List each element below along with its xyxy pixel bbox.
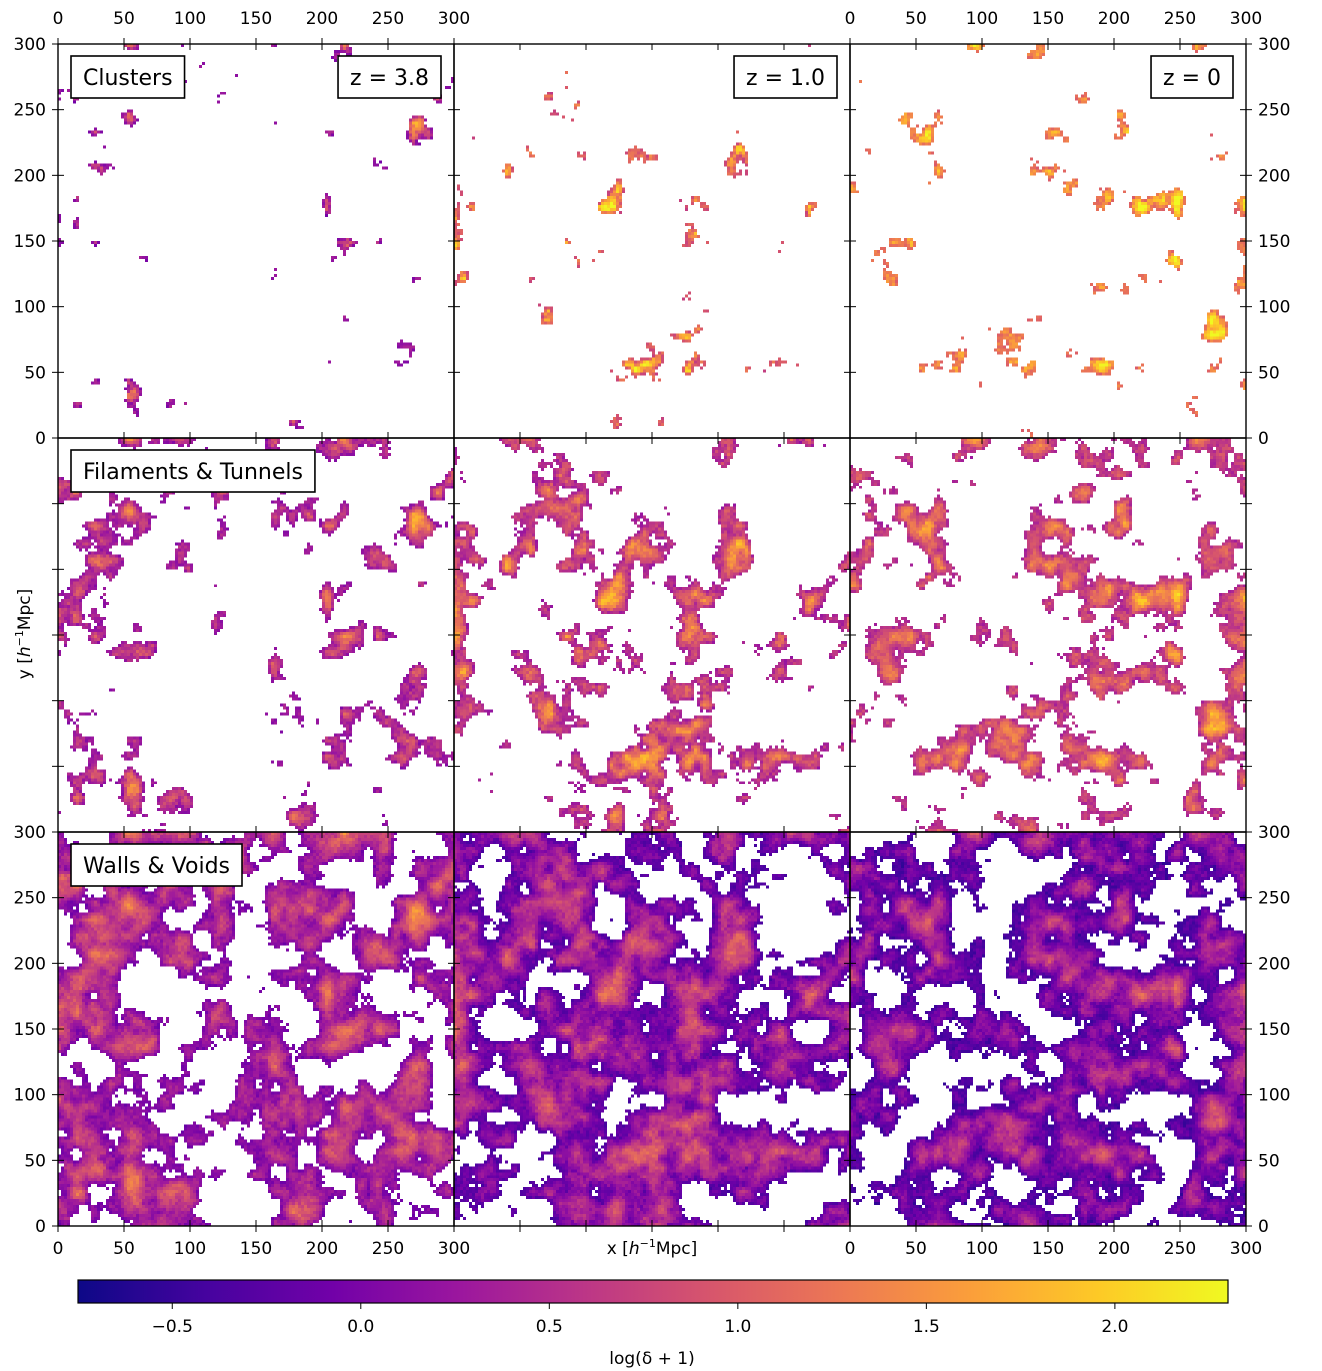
x-tick-label: 50 [905, 9, 927, 29]
colorbar: −0.5 0.0 0.5 1.0 1.5 2.0 [77, 1279, 1229, 1337]
y-tick-label: 300 [14, 823, 46, 843]
y-tick-label: 50 [24, 363, 46, 383]
redshift-label-3-box [1150, 55, 1234, 99]
y-tick-label: 100 [1258, 298, 1290, 318]
y-tick-label: 250 [14, 889, 46, 909]
y-tick-label: 200 [14, 166, 46, 186]
y-tick-label: 250 [1258, 101, 1290, 121]
x-tick-label: 100 [174, 9, 206, 29]
y-tick-label: 100 [14, 298, 46, 318]
x-tick-label: 150 [1032, 1239, 1064, 1259]
colorbar-tick-label: −0.5 [152, 1317, 193, 1337]
x-tick-label: 0 [53, 1239, 64, 1259]
axis-ticks: 0050501001001501502002002502503003000050… [14, 9, 1291, 1259]
redshift-label-2-text: z = 1.0 [746, 66, 825, 91]
y-tick-label: 300 [1258, 823, 1290, 843]
x-tick-label: 100 [174, 1239, 206, 1259]
colorbar-tick-label: 1.5 [913, 1317, 940, 1337]
x-tick-label: 100 [966, 1239, 998, 1259]
x-tick-label: 50 [113, 9, 135, 29]
row-label-3-text: Walls & Voids [83, 854, 230, 879]
redshift-label-2-box [733, 55, 838, 99]
x-tick-label: 250 [372, 1239, 404, 1259]
x-tick-label: 250 [1164, 1239, 1196, 1259]
colorbar-tick-label: 1.0 [724, 1317, 751, 1337]
x-tick-label: 250 [372, 9, 404, 29]
row-label-1-box [70, 55, 186, 99]
x-tick-label: 300 [438, 1239, 470, 1259]
colorbar-tick-label: 0.0 [347, 1317, 374, 1337]
y-tick-label: 150 [1258, 1020, 1290, 1040]
x-tick-label: 200 [1098, 1239, 1130, 1259]
density-map-r1-c3 [850, 44, 1246, 438]
y-tick-label: 150 [14, 1020, 46, 1040]
x-tick-label: 150 [1032, 9, 1064, 29]
y-tick-label: 100 [1258, 1086, 1290, 1106]
density-map-r1-c2 [454, 44, 850, 438]
redshift-label-2: z = 1.0 [733, 55, 838, 99]
panel-labels: Clusters Filaments & Tunnels Walls & Voids… [70, 55, 1234, 887]
x-tick-label: 0 [845, 9, 856, 29]
y-axis-label: y [h−1Mpc] [13, 589, 35, 680]
y-tick-label: 50 [24, 1151, 46, 1171]
x-tick-label: 200 [1098, 9, 1130, 29]
row-label-1-text: Clusters [83, 66, 173, 91]
density-map-r2-c2 [454, 438, 850, 832]
density-map-r2-c3 [850, 438, 1246, 832]
y-tick-label: 0 [1258, 1217, 1269, 1237]
x-tick-label: 200 [306, 1239, 338, 1259]
redshift-label-1-text: z = 3.8 [350, 66, 429, 91]
x-tick-label: 200 [306, 9, 338, 29]
x-tick-label: 300 [438, 9, 470, 29]
x-tick-label: 150 [240, 9, 272, 29]
y-tick-label: 250 [14, 101, 46, 121]
x-tick-label: 150 [240, 1239, 272, 1259]
x-tick-label: 50 [905, 1239, 927, 1259]
density-map-r3-c1 [58, 832, 454, 1226]
y-tick-label: 150 [14, 232, 46, 252]
row-label-3: Walls & Voids [70, 843, 243, 887]
density-map-r2-c1 [58, 438, 454, 832]
redshift-label-3-text: z = 0 [1163, 66, 1221, 91]
x-tick-label: 300 [1230, 9, 1262, 29]
x-tick-label: 100 [966, 9, 998, 29]
row-label-3-box [70, 843, 243, 887]
row-label-1: Clusters [70, 55, 186, 99]
row-label-2-box [70, 449, 316, 493]
y-tick-label: 0 [35, 1217, 46, 1237]
x-tick-label: 0 [845, 1239, 856, 1259]
y-tick-label: 250 [1258, 889, 1290, 909]
row-label-2-text: Filaments & Tunnels [83, 460, 303, 485]
redshift-label-3: z = 0 [1150, 55, 1234, 99]
density-map-r3-c2 [454, 832, 850, 1226]
density-maps [58, 44, 1246, 1226]
y-tick-label: 0 [1258, 429, 1269, 449]
row-label-2: Filaments & Tunnels [70, 449, 316, 493]
x-axis-label: x [h−1Mpc] [607, 1237, 698, 1259]
density-map-r3-c3 [850, 832, 1246, 1226]
y-tick-label: 0 [35, 429, 46, 449]
x-tick-label: 50 [113, 1239, 135, 1259]
density-map-r1-c1 [58, 44, 454, 438]
y-tick-label: 300 [14, 35, 46, 55]
y-tick-label: 200 [1258, 954, 1290, 974]
y-tick-label: 300 [1258, 35, 1290, 55]
redshift-label-1: z = 3.8 [337, 55, 442, 99]
x-tick-label: 0 [53, 9, 64, 29]
y-tick-label: 50 [1258, 363, 1280, 383]
y-tick-label: 200 [14, 954, 46, 974]
colorbar-label: log(δ + 1) [609, 1349, 694, 1369]
y-tick-label: 50 [1258, 1151, 1280, 1171]
colorbar-bar [77, 1279, 1229, 1304]
y-tick-label: 100 [14, 1086, 46, 1106]
y-tick-label: 150 [1258, 232, 1290, 252]
x-tick-label: 250 [1164, 9, 1196, 29]
colorbar-tick-label: 2.0 [1101, 1317, 1128, 1337]
x-tick-label: 300 [1230, 1239, 1262, 1259]
colorbar-tick-label: 0.5 [536, 1317, 563, 1337]
y-tick-label: 200 [1258, 166, 1290, 186]
redshift-label-1-box [337, 55, 442, 99]
